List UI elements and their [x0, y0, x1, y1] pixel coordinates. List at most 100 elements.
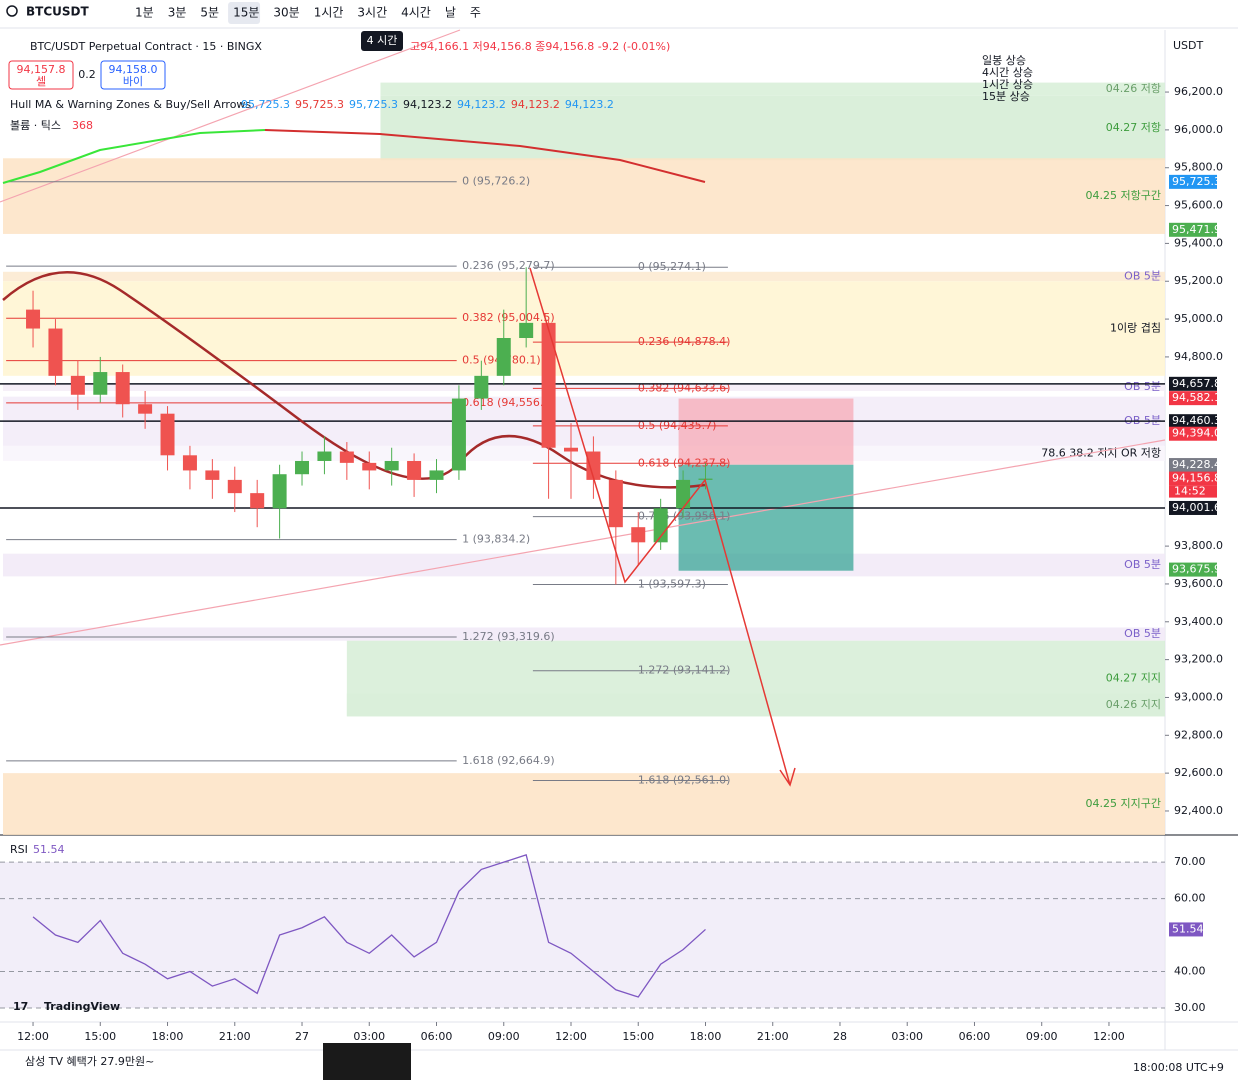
fib-label: 0.382 (95,004.5) — [462, 311, 555, 324]
zone — [3, 383, 1165, 391]
x-tick-label: 18:00 — [152, 1030, 184, 1043]
candle-body — [250, 493, 265, 509]
fib-label: 0.618 (94,237.8) — [638, 456, 731, 469]
indicator-value: 95,725.3 — [241, 98, 290, 111]
price-tag — [1169, 391, 1217, 406]
currency[interactable]: USDT — [1173, 39, 1204, 52]
interval-button[interactable]: 30분 — [273, 6, 299, 20]
x-tick-label: 09:00 — [1026, 1030, 1058, 1043]
price-tag — [1169, 500, 1217, 515]
symbol[interactable]: BTCUSDT — [26, 5, 89, 19]
candle-body — [362, 462, 377, 471]
y-tick-label: 96,200.0 — [1174, 85, 1223, 98]
y-tick-label: 93,600.0 — [1174, 577, 1223, 590]
stop-zone — [678, 398, 854, 465]
y-tick-label: 92,800.0 — [1174, 728, 1223, 741]
trendline — [0, 29, 461, 203]
hull-ma — [2, 129, 266, 184]
projection-arrow — [529, 267, 796, 787]
candle-body — [70, 375, 85, 395]
x-tick-label: 06:00 — [959, 1030, 991, 1043]
x-tick-label: 03:00 — [891, 1030, 923, 1043]
x-tick-label: 15:00 — [622, 1030, 654, 1043]
price-tag — [1169, 562, 1217, 577]
price-tag — [1169, 471, 1217, 486]
rsi-line — [32, 854, 706, 998]
target-zone — [678, 464, 854, 571]
y-tick-label: 95,800.0 — [1174, 161, 1223, 174]
tooltip: 4 시간 — [367, 34, 398, 47]
zone — [3, 627, 1165, 641]
toolbar — [0, 0, 1238, 28]
ad-image[interactable] — [323, 1043, 411, 1080]
candle-body — [496, 338, 511, 376]
rsi-tick-label: 30.00 — [1174, 1001, 1206, 1014]
candle-body — [339, 451, 354, 463]
candle-body — [115, 372, 130, 405]
zone — [380, 82, 1165, 96]
fib-label: 0.236 (95,279.7) — [462, 259, 555, 272]
interval-button[interactable]: 주 — [470, 6, 481, 20]
price-tag — [1169, 458, 1217, 473]
zone-label: 1이랑 겹침 — [1110, 322, 1161, 335]
indicator-value: 95,725.3 — [295, 98, 344, 111]
sell-box[interactable] — [8, 60, 74, 90]
fib-label: 1.618 (92,561.0) — [638, 774, 731, 787]
x-tick-label: 12:00 — [555, 1030, 587, 1043]
x-tick-label: 21:00 — [219, 1030, 251, 1043]
zone-label: OB 5분 — [1124, 380, 1161, 393]
candle-body — [317, 451, 332, 461]
price-tag-label: 94,001.6 — [1172, 501, 1221, 514]
interval-button[interactable]: 1시간 — [314, 6, 344, 20]
indicator-value: 94,123.2 — [403, 98, 452, 111]
interval-button[interactable]: 5분 — [200, 6, 219, 20]
sell-label: 셀 — [36, 75, 46, 88]
indicator-name: Hull MA & Warning Zones & Buy/Sell Arrow… — [10, 98, 251, 111]
x-tick-label: 28 — [833, 1030, 847, 1043]
price-tag — [1169, 174, 1217, 189]
interval-button[interactable]: 15분 — [233, 6, 259, 20]
price-tag-label: 94,394.0 — [1172, 427, 1221, 440]
rsi-tick-label: 60.00 — [1174, 892, 1206, 905]
countdown: 14:52 — [1174, 485, 1206, 498]
candle-body — [384, 460, 399, 471]
fib-label: 1 (93,834.2) — [462, 533, 530, 546]
trend-status: 1시간 상승 — [982, 78, 1033, 91]
candle-body — [653, 508, 668, 543]
candle-body — [519, 322, 534, 338]
ad-text[interactable]: 삼성 TV 혜택가 27.9만원~ — [25, 1055, 154, 1068]
price-tag — [1169, 376, 1217, 391]
zone-label: OB 5분 — [1124, 270, 1161, 283]
price-tag-label: 95,471.9 — [1172, 223, 1221, 236]
candle-body — [676, 479, 691, 509]
candle-body — [205, 470, 220, 480]
y-tick-label: 95,600.0 — [1174, 199, 1223, 212]
interval-button[interactable]: 4시간 — [401, 6, 431, 20]
active-interval — [228, 2, 261, 24]
zone-label: 04.26 지지 — [1106, 698, 1161, 711]
candle-body — [272, 474, 287, 509]
zone — [3, 281, 1165, 376]
zone — [3, 773, 1165, 835]
zone-label: 04.27 지지 — [1106, 672, 1161, 685]
fib-label: 1.272 (93,319.6) — [462, 630, 555, 643]
rsi-label: RSI — [10, 843, 28, 856]
x-tick-label: 15:00 — [84, 1030, 116, 1043]
interval-button[interactable]: 날 — [445, 6, 456, 20]
trend-status: 15분 상승 — [982, 90, 1030, 103]
buy-box[interactable] — [100, 60, 166, 90]
buy-price: 94,158.0 — [109, 63, 158, 76]
y-tick-label: 95,400.0 — [1174, 236, 1223, 249]
x-tick-label: 06:00 — [421, 1030, 453, 1043]
interval-button[interactable]: 1분 — [135, 6, 154, 20]
candle-body — [138, 404, 153, 414]
y-tick-label: 95,200.0 — [1174, 274, 1223, 287]
interval-button[interactable]: 3시간 — [357, 6, 387, 20]
interval-button[interactable]: 3분 — [168, 6, 187, 20]
rsi-value: 51.54 — [33, 843, 65, 856]
y-tick-label: 93,200.0 — [1174, 653, 1223, 666]
candle-body — [295, 460, 310, 475]
zone-label: 04.25 지지구간 — [1086, 797, 1161, 810]
price-tag — [1169, 414, 1217, 429]
x-tick-label: 09:00 — [488, 1030, 520, 1043]
